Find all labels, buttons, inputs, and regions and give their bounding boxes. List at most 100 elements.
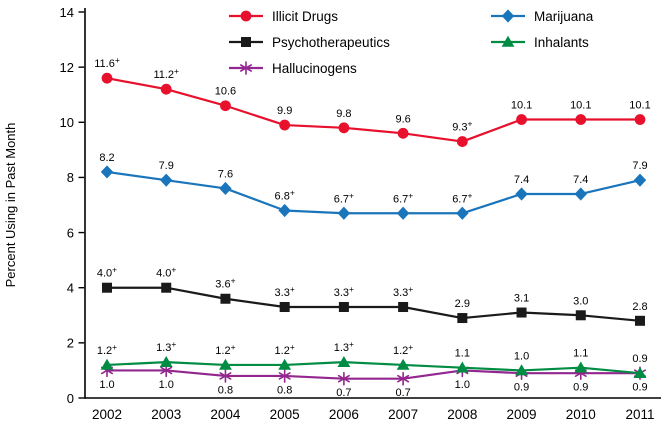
data-label: 4.0+	[97, 265, 117, 280]
y-tick-label: 14	[60, 5, 74, 20]
triangle-marker-icon	[337, 355, 351, 367]
x-tick-label: 2006	[329, 407, 359, 422]
square-marker-icon	[338, 302, 349, 313]
data-label: 7.4	[573, 174, 588, 186]
triangle-marker-icon	[501, 35, 515, 47]
data-label: 9.8	[336, 108, 351, 120]
diamond-marker-icon	[501, 9, 515, 23]
data-label: 2.9	[455, 298, 470, 310]
data-label: 0.9	[573, 382, 588, 394]
data-label: 1.3+	[334, 339, 354, 354]
legend-label: Psychotherapeutics	[272, 34, 390, 50]
asterisk-marker-icon	[337, 371, 350, 386]
square-marker-icon	[398, 302, 409, 313]
diamond-marker-icon	[396, 206, 410, 220]
circle-marker-icon	[279, 119, 291, 131]
y-tick-label: 4	[67, 281, 74, 296]
data-label: 11.6+	[94, 55, 120, 70]
asterisk-marker-icon	[219, 369, 232, 383]
data-label: 4.0+	[156, 265, 176, 280]
data-label: 6.7+	[334, 190, 354, 205]
circle-marker-icon	[220, 100, 231, 112]
data-label: 10.1	[570, 100, 591, 112]
legend-marker	[491, 9, 525, 23]
circle-marker-icon	[456, 136, 468, 147]
square-marker-icon	[575, 310, 586, 321]
y-tick-label: 10	[60, 115, 74, 130]
data-label: 1.2+	[215, 342, 235, 357]
circle-marker-icon	[338, 122, 350, 134]
series-hallucinogens: 1.0 1.0 0.8 0.8 0.7 0.7 1.0 0.9 0.9 0.9	[99, 363, 648, 399]
asterisk-marker-icon	[397, 371, 410, 386]
legend-item-psychotherapeutics: Psychotherapeutics	[228, 34, 490, 50]
y-tick-label: 8	[67, 170, 74, 185]
data-label: 3.6+	[215, 276, 235, 291]
x-tick-label: 2003	[151, 407, 181, 422]
data-label: 1.2+	[97, 342, 117, 357]
data-label: 2.8	[632, 301, 647, 313]
triangle-marker-icon	[455, 361, 469, 373]
data-label: 9.9	[277, 105, 292, 117]
x-tick-label: 2009	[507, 407, 537, 422]
data-label: 0.9	[514, 382, 529, 394]
x-tick-label: 2005	[270, 407, 300, 422]
data-label: 3.3+	[334, 284, 354, 299]
diamond-marker-icon	[337, 206, 351, 220]
legend-item-hallucinogens: Hallucinogens	[228, 60, 490, 76]
data-label: 8.2	[99, 152, 114, 164]
data-label: 7.4	[514, 174, 529, 186]
data-label: 6.8+	[275, 188, 295, 203]
x-tick-label: 2011	[625, 407, 654, 422]
y-tick-label: 2	[67, 336, 74, 351]
x-tick-label: 2007	[388, 407, 418, 422]
triangle-marker-icon	[219, 358, 232, 370]
square-marker-icon	[102, 282, 112, 293]
data-label: 10.1	[629, 100, 650, 112]
data-label: 3.1	[514, 293, 529, 305]
data-label: 1.0	[514, 350, 529, 362]
circle-marker-icon	[397, 127, 409, 139]
data-label: 7.6	[218, 168, 233, 180]
data-label: 7.9	[632, 160, 647, 172]
x-tick-label: 2004	[210, 407, 241, 422]
legend-item-marijuana: Marijuana	[490, 8, 593, 24]
circle-marker-icon	[516, 114, 527, 125]
data-label: 1.2+	[275, 342, 295, 357]
y-tick-label: 0	[67, 391, 74, 406]
data-label: 3.0	[573, 295, 588, 307]
triangle-marker-icon	[574, 361, 588, 373]
legend-label: Marijuana	[534, 8, 594, 24]
series-marijuana: 8.2 7.9 7.6 6.8+ 6.7+ 6.7+ 6.7+ 7.4 7.4 7.9	[99, 152, 648, 220]
square-marker-icon	[241, 37, 251, 47]
square-marker-icon	[161, 282, 172, 293]
series-illicit-drugs: 11.6+ 11.2+ 10.6 9.9 9.8 9.6 9.3+ 10.1 10.1 10.1	[94, 55, 651, 147]
legend-label: Illicit Drugs	[272, 8, 339, 24]
series-line	[107, 286, 641, 322]
data-label: 1.1	[573, 348, 588, 360]
triangle-marker-icon	[515, 364, 528, 376]
triangle-marker-icon	[278, 358, 292, 370]
series-line	[106, 361, 641, 375]
circle-marker-icon	[575, 114, 587, 125]
y-tick-label: 12	[60, 60, 74, 75]
x-tick-label: 2010	[566, 407, 596, 422]
data-label: 10.1	[511, 100, 532, 112]
square-marker-icon	[516, 307, 527, 318]
series-line	[106, 77, 640, 143]
legend-item-inhalants: Inhalants	[490, 34, 593, 50]
data-label: 9.6	[395, 113, 410, 125]
data-label: 10.6	[215, 86, 236, 98]
data-label: 1.3+	[156, 339, 176, 354]
x-tick-label: 2002	[92, 407, 122, 422]
circle-marker-icon	[240, 10, 252, 22]
legend-label: Inhalants	[534, 34, 589, 50]
x-tick-label: 2008	[447, 407, 477, 422]
data-label: 0.9	[632, 382, 647, 394]
series-inhalants: 1.2+ 1.3+ 1.2+ 1.2+ 1.3+ 1.2+ 1.1 1.0 1.1 0.9	[97, 339, 648, 378]
diamond-marker-icon	[100, 165, 114, 179]
data-label: 3.3+	[275, 284, 295, 299]
legend-marker	[491, 35, 525, 47]
axes: 0 2 4 6 8 10 12 14 2002 2003 2004 2005 2006 2007 2008 2…	[3, 5, 661, 422]
series-psychotherapeutics: 4.0+ 4.0+ 3.6+ 3.3+ 3.3+ 3.3+ 2.9 3.1 3.0 2.8	[97, 265, 648, 326]
